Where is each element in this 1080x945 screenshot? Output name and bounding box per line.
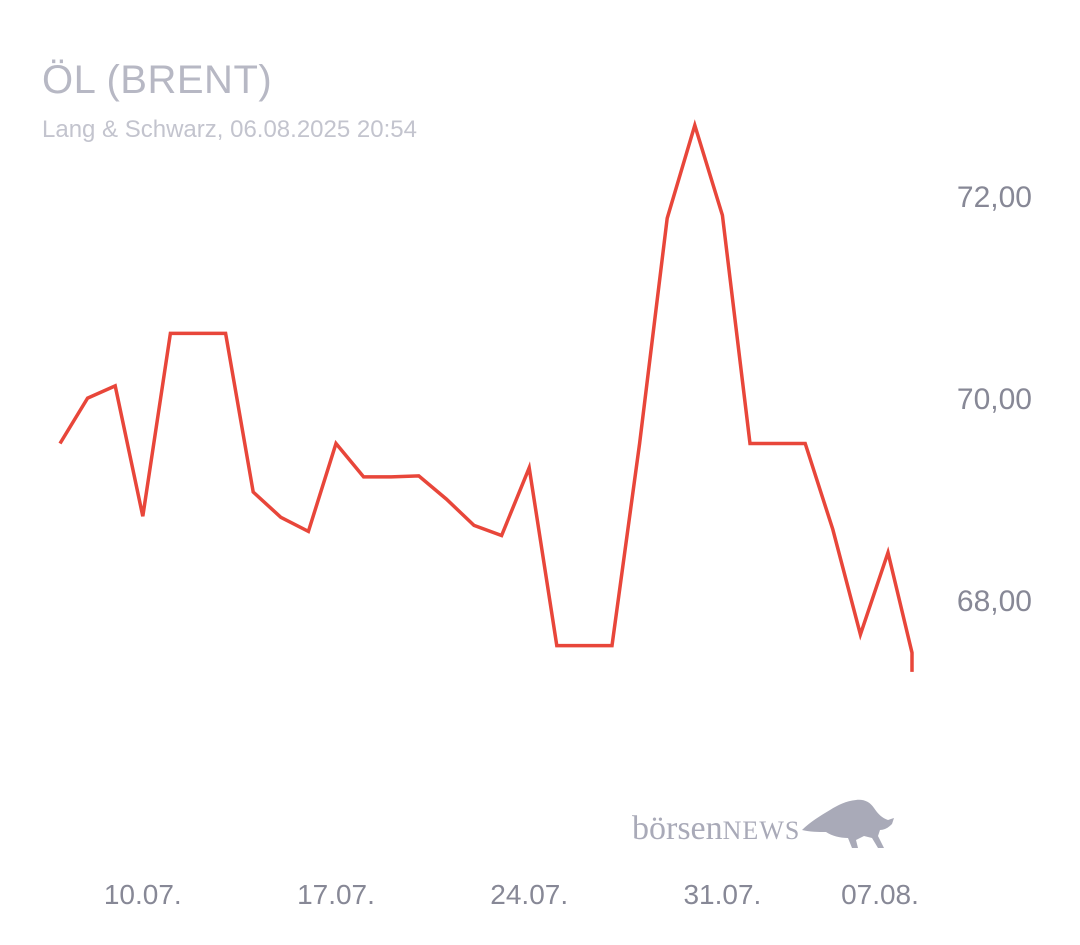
x-tick-label: 07.08. <box>841 879 919 910</box>
logo-wordmark: börsenNEWS <box>632 810 800 848</box>
bull-icon <box>802 799 894 848</box>
x-tick-label: 24.07. <box>490 879 568 910</box>
x-axis: 10.07. 17.07. 24.07. 31.07. 07.08. <box>104 879 919 910</box>
price-series-line <box>58 119 914 672</box>
logo-text-part-2: NEWS <box>722 816 801 845</box>
chart-subtitle: Lang & Schwarz, 06.08.2025 20:54 <box>42 116 417 143</box>
logo-text-part-1: börsen <box>632 810 723 847</box>
x-tick-label: 31.07. <box>683 879 761 910</box>
boersennews-logo: börsenNEWS <box>632 796 902 856</box>
y-tick-label: 68,00 <box>957 585 1032 618</box>
y-tick-label: 72,00 <box>957 181 1032 214</box>
chart-title: ÖL (BRENT) <box>42 58 273 102</box>
y-axis: 72,00 70,00 68,00 <box>957 181 1032 618</box>
series-layer <box>58 119 914 672</box>
x-tick-label: 17.07. <box>297 879 375 910</box>
y-tick-label: 70,00 <box>957 383 1032 416</box>
x-tick-label: 10.07. <box>104 879 182 910</box>
